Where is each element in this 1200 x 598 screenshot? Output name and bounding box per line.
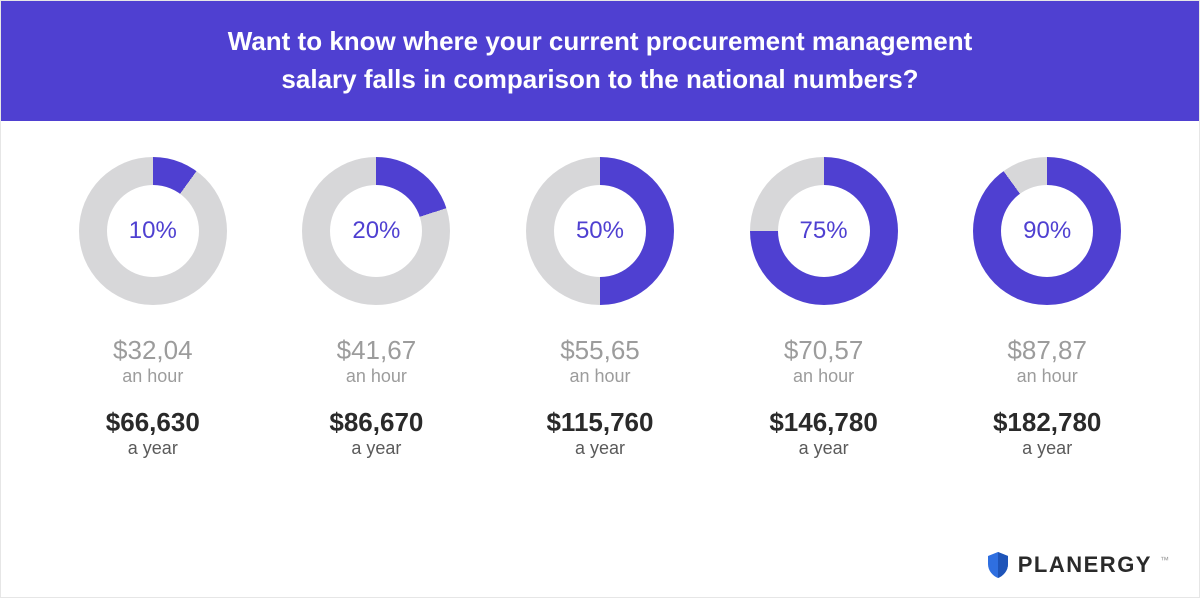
donut-percent-label: 20% — [302, 157, 450, 305]
annual-salary-unit: a year — [351, 438, 401, 459]
donut-percent-label: 10% — [79, 157, 227, 305]
hourly-rate-unit: an hour — [1017, 366, 1078, 387]
donut-chart: 20% — [302, 157, 450, 305]
donut-chart: 50% — [526, 157, 674, 305]
donut-percent-label: 90% — [973, 157, 1121, 305]
shield-icon — [986, 551, 1010, 579]
annual-salary-value: $146,780 — [769, 407, 877, 438]
donut-percent-label: 75% — [750, 157, 898, 305]
donut-percent-label: 50% — [526, 157, 674, 305]
percentile-cell: 75% $70,57an hour $146,780a year — [712, 157, 936, 459]
annual-salary-value: $86,670 — [329, 407, 423, 438]
annual-salary-value: $182,780 — [993, 407, 1101, 438]
annual-salary-value: $115,760 — [546, 407, 653, 438]
header-line-2: salary falls in comparison to the nation… — [281, 64, 918, 94]
annual-salary-unit: a year — [128, 438, 178, 459]
hourly-rate-value: $87,87 — [1007, 335, 1087, 366]
hourly-rate-unit: an hour — [793, 366, 854, 387]
hourly-rate-value: $55,65 — [560, 335, 640, 366]
donut-chart: 75% — [750, 157, 898, 305]
hourly-rate-value: $70,57 — [784, 335, 864, 366]
annual-salary-unit: a year — [799, 438, 849, 459]
hourly-rate-unit: an hour — [569, 366, 630, 387]
percentile-cell: 90% $87,87an hour $182,780a year — [935, 157, 1159, 459]
brand-tm: ™ — [1160, 555, 1169, 565]
brand-badge: PLANERGY ™ — [986, 551, 1169, 579]
annual-salary-value: $66,630 — [106, 407, 200, 438]
header-banner: Want to know where your current procurem… — [1, 1, 1199, 121]
brand-name: PLANERGY — [1018, 552, 1152, 578]
annual-salary-unit: a year — [1022, 438, 1072, 459]
percentile-cell: 10% $32,04an hour $66,630a year — [41, 157, 265, 459]
header-line-1: Want to know where your current procurem… — [228, 26, 973, 56]
hourly-rate-unit: an hour — [346, 366, 407, 387]
hourly-rate-unit: an hour — [122, 366, 183, 387]
hourly-rate-value: $41,67 — [337, 335, 417, 366]
infographic-frame: Want to know where your current procurem… — [0, 0, 1200, 598]
donut-chart: 10% — [79, 157, 227, 305]
donut-chart: 90% — [973, 157, 1121, 305]
percentile-cell: 50% $55,65an hour $115,760a year — [488, 157, 712, 459]
header-text: Want to know where your current procurem… — [228, 23, 973, 98]
donut-row: 10%$32,04an hour$66,630a year20%$41,67an… — [1, 157, 1199, 459]
hourly-rate-value: $32,04 — [113, 335, 193, 366]
annual-salary-unit: a year — [575, 438, 625, 459]
percentile-cell: 20% $41,67an hour $86,670a year — [265, 157, 489, 459]
